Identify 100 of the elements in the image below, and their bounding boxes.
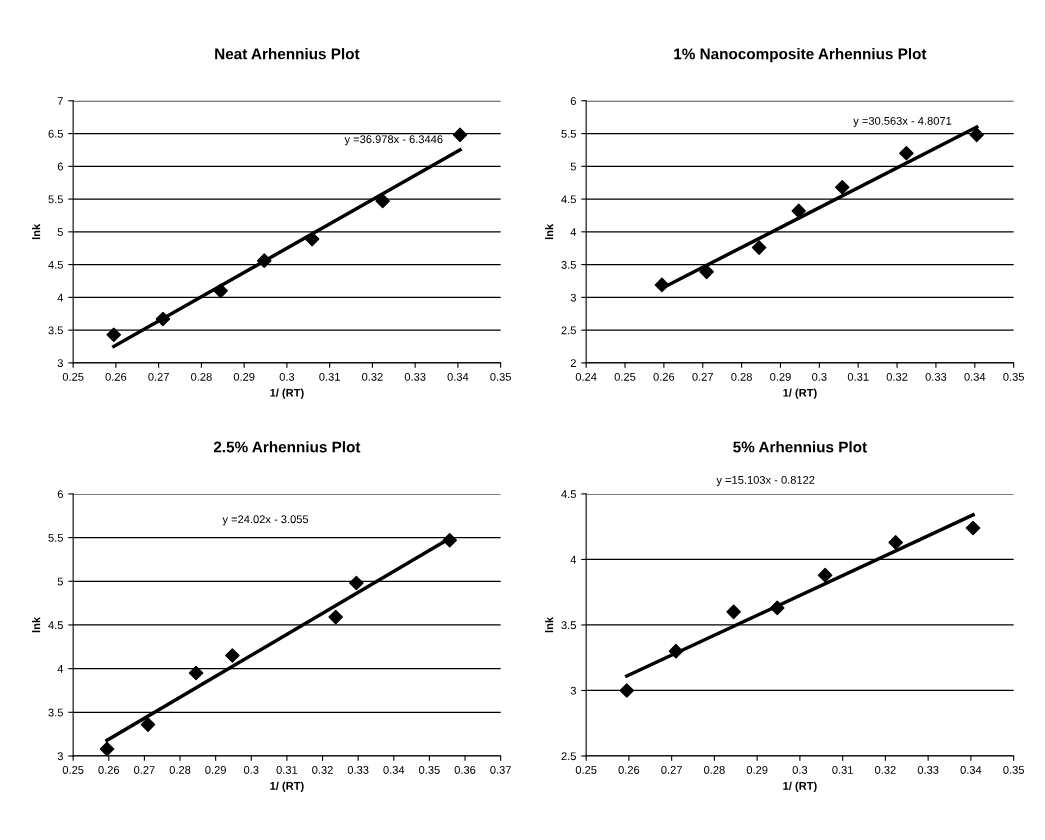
x-tick-label: 0.3	[279, 372, 295, 381]
x-tick-label: 0.26	[653, 372, 675, 381]
x-tick-label: 0.32	[312, 766, 333, 774]
y-tick-label: 4.5	[561, 490, 576, 499]
point	[349, 575, 364, 591]
point	[654, 277, 670, 293]
y-tick-label: 2.5	[561, 326, 576, 335]
x-tick-label: 0.36	[454, 766, 476, 774]
point	[106, 327, 122, 342]
x-tick-label: 0.26	[98, 766, 120, 774]
x-tick-label: 0.27	[661, 766, 682, 774]
point	[965, 520, 981, 536]
x-tick-label: 0.29	[233, 372, 255, 381]
y-tick-label: 2.5	[561, 752, 576, 761]
y-tick-label: 3	[570, 686, 576, 695]
point	[619, 683, 635, 698]
y-tick-label: 5.5	[48, 195, 63, 204]
x-tick-label: 0.33	[925, 372, 947, 381]
y-tick-label: 3	[570, 293, 576, 302]
x-tick-label: 0.34	[383, 766, 405, 774]
y-tick-label: 4	[570, 228, 577, 236]
y-tick-label: 6	[570, 97, 576, 105]
y-tick-label: 4	[570, 555, 577, 564]
x-tick-label: 0.27	[148, 372, 169, 381]
point	[213, 283, 228, 299]
point	[225, 648, 240, 663]
point	[140, 717, 156, 732]
x-tick-label: 0.32	[875, 766, 896, 774]
x-tick-label: 0.27	[134, 766, 155, 774]
x-tick-label: 0.3	[243, 766, 259, 774]
x-tick-label: 0.25	[62, 372, 84, 381]
point	[155, 311, 171, 327]
y-tick-label: 5	[57, 577, 63, 586]
x-tick-label: 0.32	[886, 372, 908, 381]
point	[375, 193, 390, 209]
point	[442, 532, 457, 548]
chart-title: 5% Arhennius Plot	[733, 441, 867, 453]
x-tick-label: 0.25	[62, 766, 84, 774]
x-tick-label: 0.35	[1003, 766, 1024, 774]
x-tick-label: 0.29	[205, 766, 226, 774]
y-tick-label: 3.5	[561, 621, 576, 630]
x-tick-label: 0.32	[362, 372, 383, 381]
x-tick-label: 0.3	[812, 372, 827, 381]
point	[769, 600, 785, 616]
y-tick-label: 4	[57, 293, 64, 302]
y-tick-label: 4	[57, 665, 64, 673]
y-tick-label: 3	[57, 752, 63, 761]
point	[751, 240, 767, 255]
x-tick-label: 0.25	[575, 766, 597, 774]
point	[99, 741, 115, 756]
y-axis-title: lnk	[32, 616, 41, 633]
x-axis-title: 1/ (RT)	[783, 781, 817, 792]
chart-title: 1% Nanocomposite Arhennius Plot	[674, 48, 927, 63]
y-tick-label: 4.5	[48, 621, 63, 630]
y-tick-label: 3.5	[48, 326, 63, 335]
x-tick-label: 0.33	[347, 766, 369, 774]
point	[899, 145, 914, 161]
y-tick-label: 2	[570, 359, 576, 367]
y-tick-label: 6	[57, 162, 63, 171]
annotation: y =24.02x - 3.055	[222, 515, 309, 526]
x-tick-label: 0.26	[618, 766, 640, 774]
x-tick-label: 0.35	[490, 372, 511, 381]
y-axis-title: lnk	[32, 223, 41, 240]
y-tick-label: 5.5	[561, 129, 576, 138]
x-tick-label: 0.29	[770, 372, 791, 381]
point	[668, 643, 684, 659]
y-axis-title: lnk	[545, 616, 554, 633]
y-tick-label: 3	[57, 359, 63, 368]
annotation: y =36.978x - 6.3446	[344, 135, 443, 146]
x-tick-label: 0.28	[704, 766, 725, 774]
y-tick-label: 5	[57, 228, 63, 236]
y-tick-label: 6	[57, 490, 63, 499]
x-tick-label: 0.31	[276, 766, 298, 774]
chart-title: Neat Arhennius Plot	[215, 48, 360, 60]
x-tick-label: 0.28	[169, 766, 191, 774]
y-tick-label: 4.5	[48, 260, 63, 269]
y-tick-label: 5	[570, 162, 576, 171]
x-tick-label: 0.34	[960, 766, 982, 774]
x-tick-label: 0.28	[731, 372, 752, 381]
annotation: y =30.563x - 4.8071	[853, 116, 952, 128]
x-tick-label: 0.25	[614, 372, 636, 381]
y-tick-label: 7	[57, 97, 63, 105]
point	[256, 253, 272, 268]
chart-title: 2.5% Arhennius Plot	[213, 441, 361, 453]
point	[791, 203, 807, 219]
point	[699, 264, 714, 280]
x-tick-label: 0.37	[490, 766, 511, 774]
point	[328, 609, 343, 625]
x-tick-label: 0.34	[447, 372, 469, 381]
y-tick-label: 6.5	[48, 129, 63, 138]
y-axis-title: lnk	[545, 223, 554, 240]
point	[188, 665, 204, 681]
x-tick-label: 0.31	[847, 372, 869, 381]
x-tick-label: 0.31	[319, 372, 340, 381]
x-tick-label: 0.31	[832, 766, 853, 774]
point	[888, 535, 903, 550]
point	[817, 567, 833, 583]
x-tick-label: 0.33	[917, 766, 939, 774]
x-tick-label: 0.24	[575, 372, 597, 381]
x-axis-title: 1/ (RT)	[270, 781, 304, 792]
